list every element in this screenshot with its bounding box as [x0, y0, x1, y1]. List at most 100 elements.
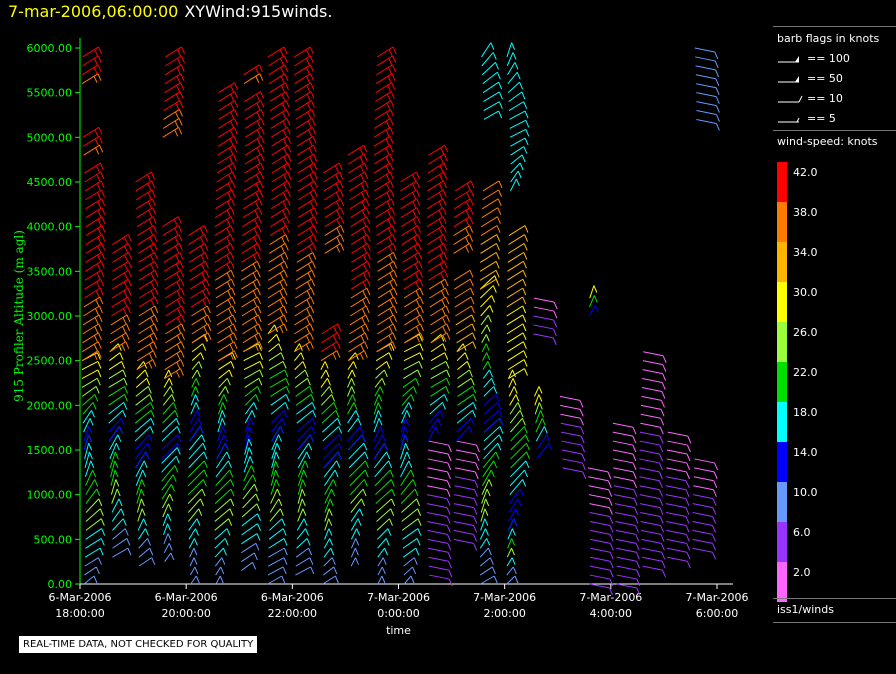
- barb-flag: [387, 76, 392, 83]
- barb-flag: [523, 426, 528, 434]
- wind-barb: [270, 216, 287, 228]
- barb-flag: [519, 410, 524, 418]
- barb-flag: [202, 343, 207, 351]
- barb-flag: [538, 402, 543, 410]
- wind-barb: [401, 402, 410, 415]
- barb-flag: [153, 243, 158, 251]
- barb-flag: [413, 557, 418, 565]
- wind-barb: [191, 369, 198, 379]
- barb-flag: [354, 352, 359, 360]
- wind-barb: [162, 513, 169, 527]
- barb-flag: [221, 410, 226, 418]
- wind-barb: [297, 469, 305, 486]
- data-source-label: iss1/winds: [777, 603, 834, 616]
- barb-flag: [175, 254, 180, 262]
- barb-flag: [685, 525, 690, 533]
- barb-flag: [149, 245, 154, 253]
- barb-flag: [114, 469, 119, 478]
- wind-barb: [81, 341, 99, 353]
- barb-flag: [496, 243, 500, 251]
- wind-barb: [217, 323, 234, 335]
- barb-flag: [229, 138, 234, 146]
- wind-barb: [324, 518, 330, 531]
- barb-flag: [473, 498, 478, 506]
- wind-profile: [240, 64, 265, 572]
- wind-barb: [298, 198, 315, 210]
- wind-barb: [666, 538, 687, 544]
- wind-barb: [509, 402, 519, 415]
- wind-barb: [138, 296, 156, 308]
- barb-flag: [445, 386, 450, 394]
- barb-flag: [359, 426, 364, 434]
- barb-flag: [308, 129, 313, 137]
- barb-flag: [392, 55, 397, 64]
- barb-flag: [176, 84, 181, 92]
- barb-flag: [280, 84, 285, 92]
- wind-barb: [457, 402, 474, 415]
- wind-barb: [377, 296, 395, 308]
- wind-barb: [137, 518, 145, 531]
- barb-flag: [206, 305, 211, 314]
- barb-flag: [202, 442, 207, 451]
- barb-flag: [313, 198, 318, 206]
- barb-flag: [412, 174, 416, 182]
- wind-barb: [427, 180, 444, 192]
- wind-profile: [639, 351, 667, 578]
- wind-barb: [612, 449, 634, 455]
- wind-barb: [85, 498, 100, 513]
- barb-flag: [147, 386, 152, 394]
- barb-flag: [609, 543, 614, 551]
- wind-barb: [429, 394, 445, 406]
- barb-flag: [97, 64, 102, 72]
- wind-barb: [111, 508, 122, 522]
- barb-flag: [145, 451, 150, 460]
- barb-flag: [416, 538, 421, 546]
- barb-flag: [257, 296, 262, 305]
- barb-flag: [661, 552, 666, 560]
- wind-barb: [374, 386, 381, 397]
- barb-flag: [275, 460, 279, 469]
- wind-barb: [164, 287, 182, 299]
- wind-barb: [375, 216, 393, 228]
- wind-barb: [244, 394, 257, 406]
- wind-barb: [404, 332, 421, 344]
- barb-flag: [336, 245, 341, 253]
- wind-barb: [377, 269, 395, 281]
- wind-barb: [244, 426, 250, 442]
- wind-barb: [453, 216, 471, 228]
- wind-barb: [215, 198, 232, 210]
- wind-barb: [188, 451, 205, 469]
- barb-flag: [309, 386, 313, 394]
- barb-flag: [417, 518, 422, 526]
- barb-flag: [234, 109, 239, 117]
- barb-flag: [410, 394, 415, 402]
- wind-barb: [191, 361, 200, 370]
- wind-barb: [85, 216, 103, 228]
- wind-barb: [217, 332, 234, 344]
- barb-flag: [259, 171, 264, 180]
- wind-barb: [480, 243, 497, 254]
- wind-barb: [400, 180, 417, 192]
- barb-flag: [311, 261, 316, 269]
- wind-barb: [321, 323, 338, 335]
- barb-flag: [95, 386, 100, 394]
- barb-flag: [146, 378, 151, 386]
- barb-flag: [484, 508, 489, 516]
- wind-barb: [510, 434, 527, 451]
- barb-flag: [511, 42, 516, 50]
- barb-flag: [313, 225, 318, 233]
- barb-flag: [229, 344, 234, 351]
- barb-flag: [331, 394, 336, 402]
- wind-barb: [320, 341, 338, 353]
- barb-flag: [227, 281, 231, 289]
- barb-flag: [280, 263, 285, 271]
- barb-flag: [659, 489, 663, 497]
- barb-flag: [224, 538, 229, 546]
- barb-flag: [99, 547, 104, 556]
- wind-barb: [324, 234, 342, 245]
- wind-profile: [373, 46, 398, 585]
- wind-barb: [320, 378, 328, 388]
- barb-flag: [126, 323, 131, 332]
- wind-barb: [190, 394, 196, 406]
- wind-barb: [216, 434, 225, 451]
